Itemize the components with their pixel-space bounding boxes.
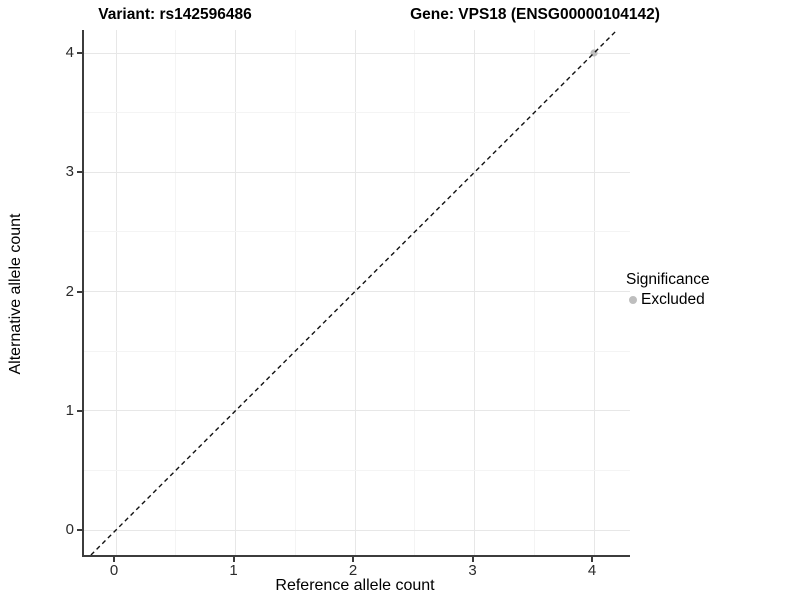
y-axis-tick (77, 52, 82, 54)
x-axis-tick-label: 3 (468, 562, 477, 579)
y-axis-tick-label: 1 (65, 401, 74, 419)
y-axis-tick (77, 171, 82, 174)
gridline-x-minor (175, 30, 177, 555)
y-axis-tick-label: 0 (65, 521, 74, 538)
legend-items: Excluded (626, 290, 776, 309)
legend: Significance Excluded (626, 270, 776, 309)
gridline-y-major (84, 529, 630, 531)
legend-item: Excluded (626, 290, 776, 309)
gridline-y-major (84, 291, 630, 292)
x-axis-tick-label: 4 (587, 562, 597, 579)
identity-line (90, 30, 618, 555)
x-axis-tick (232, 557, 235, 562)
x-axis-tick (352, 557, 354, 562)
y-axis-tick (77, 409, 82, 412)
y-axis-tick (77, 290, 82, 293)
plot-title-gene: Gene: VPS18 (ENSG00000104142) (410, 6, 660, 23)
gridline-y-major (84, 171, 630, 173)
gridline-x-minor (294, 30, 296, 555)
gridline-y-major (84, 52, 630, 54)
y-axis-tick-label: 2 (65, 282, 74, 300)
x-axis-tick-label: 1 (229, 562, 238, 579)
plot-layer (90, 30, 618, 555)
legend-title: Significance (626, 271, 710, 288)
plot-title-variant: Variant: rs142596486 (98, 6, 252, 23)
gridline-y-minor (84, 112, 630, 114)
gridline-x-minor (533, 30, 535, 555)
gridline-y-minor (84, 350, 630, 352)
gridline-y-minor (84, 469, 630, 471)
x-axis-tick (591, 557, 593, 562)
gridline-x-major (474, 30, 475, 555)
gridline-x-minor (414, 30, 416, 555)
gridline-y-minor (84, 231, 630, 233)
y-axis-title: Alternative allele count (7, 213, 24, 375)
gridline-x-major (115, 30, 117, 555)
y-axis-tick (77, 529, 82, 531)
x-axis-tick (113, 557, 115, 562)
gridline-x-major (235, 30, 236, 555)
gridline-x-major (354, 30, 356, 555)
gridline-y-major (84, 410, 630, 412)
x-axis-tick (471, 557, 474, 562)
legend-marker-circle-icon (629, 295, 637, 304)
plot-panel (82, 30, 630, 557)
legend-item-label: Excluded (641, 291, 705, 308)
gridline-x-major (593, 30, 595, 555)
x-axis-tick-label: 0 (109, 562, 119, 579)
x-axis-tick-label: 2 (348, 562, 358, 579)
y-axis-tick-label: 3 (65, 163, 74, 181)
x-axis-title: Reference allele count (275, 577, 435, 594)
y-axis-tick-label: 4 (65, 44, 74, 61)
